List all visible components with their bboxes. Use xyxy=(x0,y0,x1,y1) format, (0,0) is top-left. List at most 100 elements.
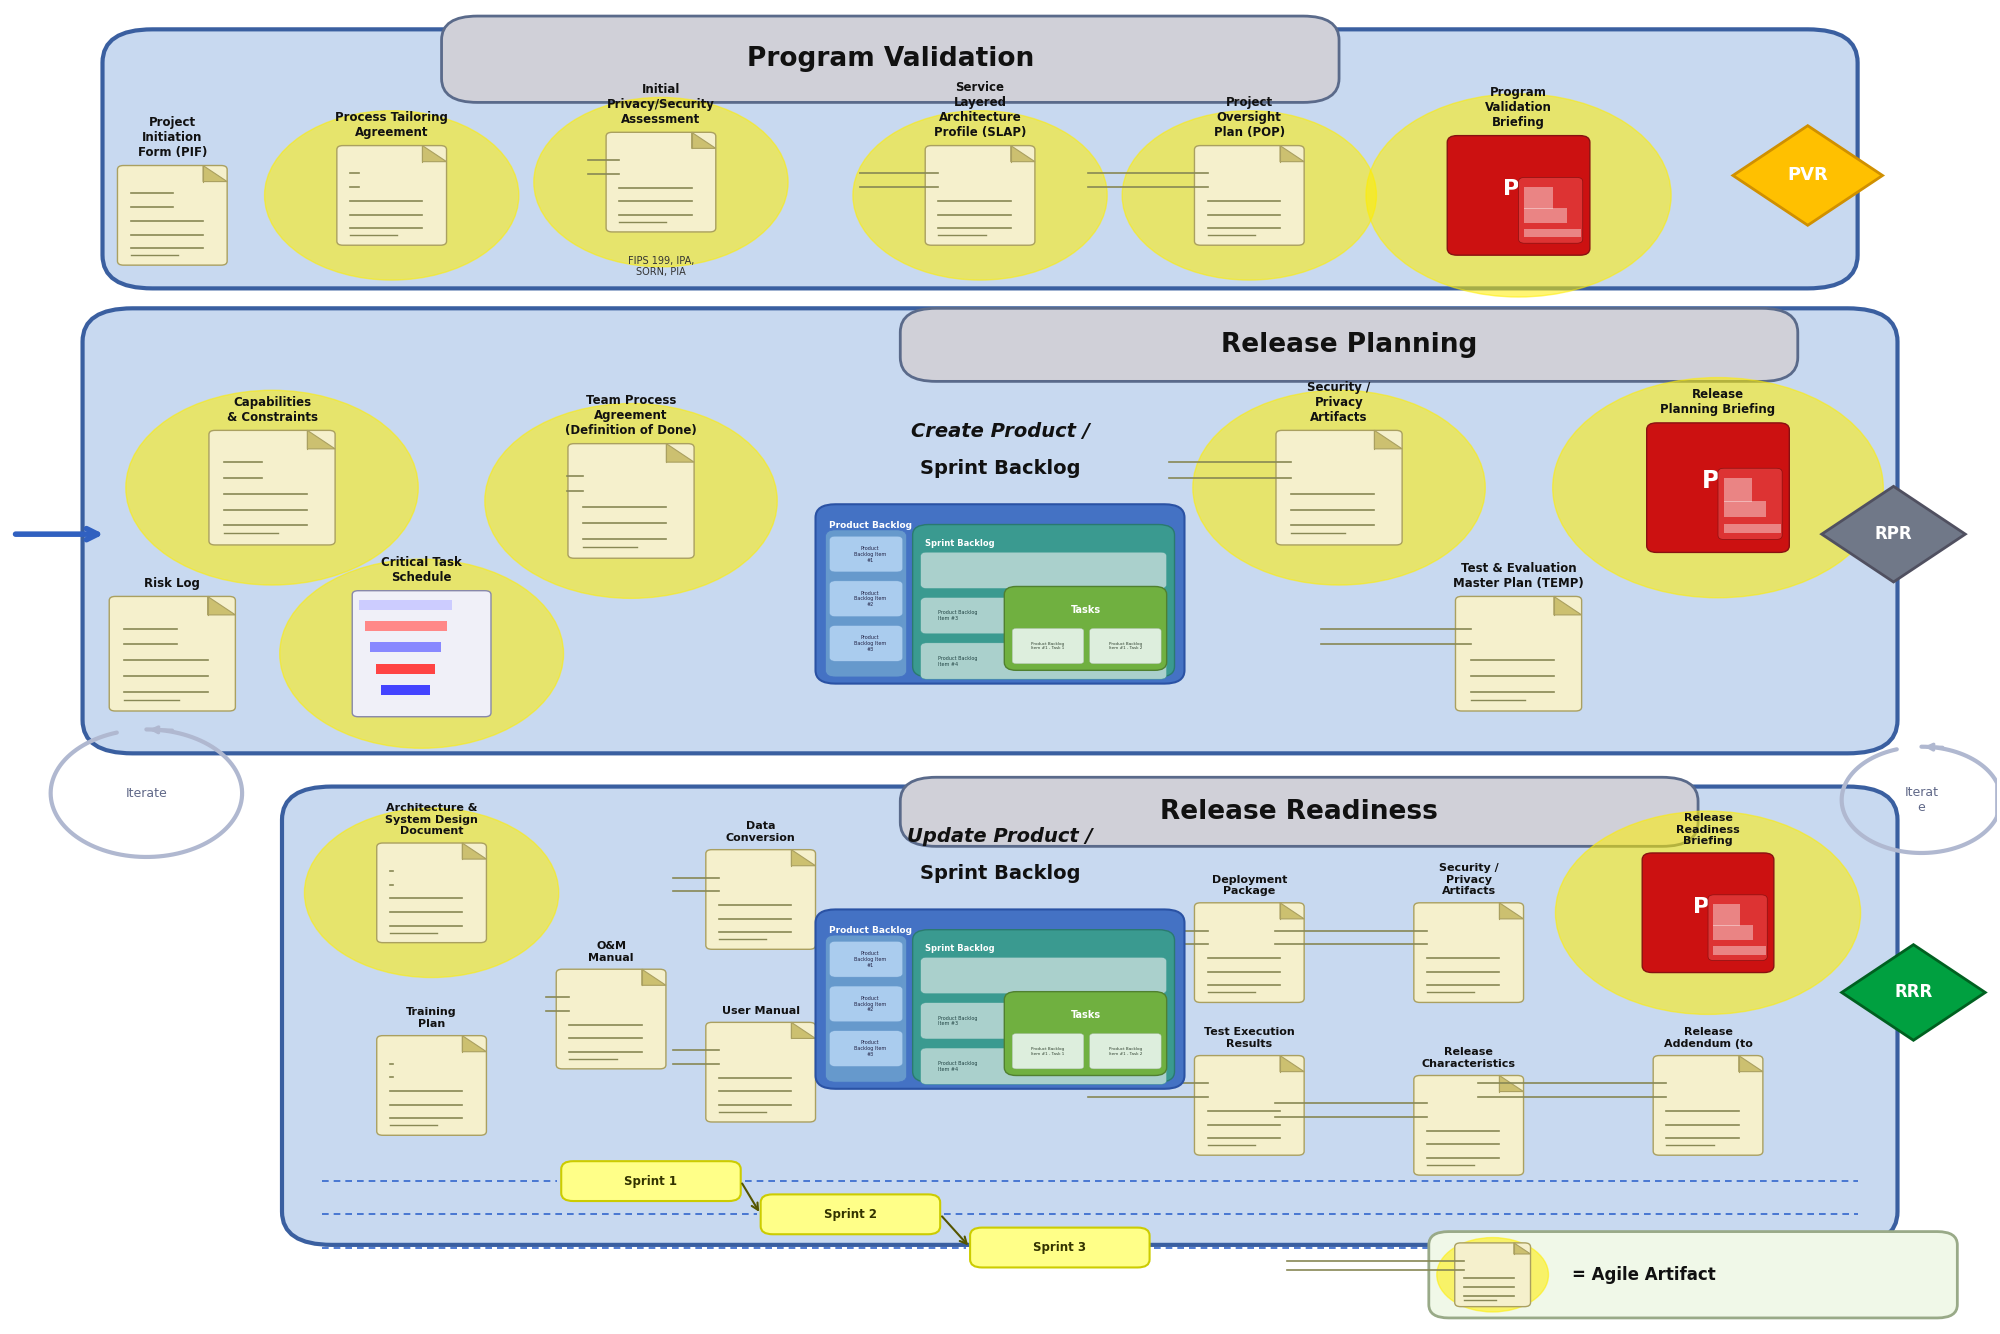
FancyBboxPatch shape xyxy=(1004,587,1166,670)
Polygon shape xyxy=(1822,487,1966,582)
Circle shape xyxy=(852,111,1108,280)
Text: Product Backlog: Product Backlog xyxy=(830,926,912,935)
Text: Iterat
e: Iterat e xyxy=(1904,786,1938,814)
FancyBboxPatch shape xyxy=(830,1031,902,1066)
FancyBboxPatch shape xyxy=(920,958,1166,994)
FancyBboxPatch shape xyxy=(826,530,906,676)
FancyBboxPatch shape xyxy=(760,1194,940,1234)
FancyBboxPatch shape xyxy=(1090,628,1162,664)
Text: Product Backlog
Item #1 - Task 1: Product Backlog Item #1 - Task 1 xyxy=(1032,1047,1064,1055)
Text: FIPS 199, IPA,
SORN, PIA: FIPS 199, IPA, SORN, PIA xyxy=(628,256,694,277)
FancyBboxPatch shape xyxy=(926,145,1034,245)
FancyBboxPatch shape xyxy=(970,1227,1150,1267)
Text: P: P xyxy=(1504,180,1520,199)
Text: Tasks: Tasks xyxy=(1070,1010,1100,1021)
Text: Sprint 2: Sprint 2 xyxy=(824,1207,876,1221)
Text: Release
Readiness
Briefing: Release Readiness Briefing xyxy=(1676,814,1740,846)
FancyBboxPatch shape xyxy=(920,1003,1166,1039)
FancyBboxPatch shape xyxy=(706,1022,816,1122)
Text: Product Backlog
Item #1 - Task 2: Product Backlog Item #1 - Task 2 xyxy=(1108,642,1142,651)
Circle shape xyxy=(1192,391,1486,586)
Text: Tasks: Tasks xyxy=(1070,604,1100,615)
FancyBboxPatch shape xyxy=(912,930,1174,1082)
Circle shape xyxy=(264,111,518,280)
FancyBboxPatch shape xyxy=(900,778,1698,846)
FancyBboxPatch shape xyxy=(1194,903,1304,1002)
FancyBboxPatch shape xyxy=(920,1049,1166,1085)
Circle shape xyxy=(1366,93,1672,297)
Text: Program
Validation
Briefing: Program Validation Briefing xyxy=(1486,85,1552,129)
Circle shape xyxy=(304,808,558,978)
FancyBboxPatch shape xyxy=(1012,628,1084,664)
FancyBboxPatch shape xyxy=(830,942,902,976)
Text: Release
Planning Briefing: Release Planning Briefing xyxy=(1660,388,1776,416)
Polygon shape xyxy=(1514,1243,1530,1254)
Polygon shape xyxy=(308,431,336,448)
Polygon shape xyxy=(1280,145,1304,161)
FancyBboxPatch shape xyxy=(816,504,1184,683)
FancyBboxPatch shape xyxy=(1714,926,1752,940)
FancyBboxPatch shape xyxy=(1642,852,1774,972)
Text: Product Backlog
Item #1 - Task 2: Product Backlog Item #1 - Task 2 xyxy=(1108,1047,1142,1055)
FancyBboxPatch shape xyxy=(1654,1055,1762,1155)
FancyBboxPatch shape xyxy=(830,626,902,662)
FancyBboxPatch shape xyxy=(364,620,446,631)
Polygon shape xyxy=(1842,944,1986,1041)
FancyBboxPatch shape xyxy=(920,552,1166,588)
Text: Product Backlog: Product Backlog xyxy=(830,522,912,530)
Polygon shape xyxy=(462,843,486,859)
Text: PVR: PVR xyxy=(1788,167,1828,184)
FancyBboxPatch shape xyxy=(1414,1075,1524,1175)
Text: Process Tailoring
Agreement: Process Tailoring Agreement xyxy=(336,111,448,139)
Polygon shape xyxy=(1010,145,1034,161)
Circle shape xyxy=(1552,378,1884,598)
Text: Product Backlog
Item #3: Product Backlog Item #3 xyxy=(938,611,978,622)
Polygon shape xyxy=(642,970,666,986)
Polygon shape xyxy=(208,596,236,615)
Text: Architecture &
System Design
Document: Architecture & System Design Document xyxy=(386,803,478,836)
Text: Create Product /: Create Product / xyxy=(910,422,1090,440)
Polygon shape xyxy=(204,165,228,181)
Text: = Agile Artifact: = Agile Artifact xyxy=(1572,1266,1716,1283)
FancyBboxPatch shape xyxy=(1004,991,1166,1075)
FancyBboxPatch shape xyxy=(606,132,716,232)
Polygon shape xyxy=(1500,1075,1524,1091)
FancyBboxPatch shape xyxy=(556,970,666,1069)
Text: Test Execution
Results: Test Execution Results xyxy=(1204,1027,1294,1049)
Text: Release
Characteristics: Release Characteristics xyxy=(1422,1047,1516,1069)
FancyBboxPatch shape xyxy=(376,843,486,943)
Text: RRR: RRR xyxy=(1894,983,1932,1002)
Text: Project
Initiation
Form (PIF): Project Initiation Form (PIF) xyxy=(138,116,206,159)
FancyBboxPatch shape xyxy=(920,598,1166,634)
Text: Product Backlog
Item #3: Product Backlog Item #3 xyxy=(938,1015,978,1026)
FancyBboxPatch shape xyxy=(1276,431,1402,546)
FancyBboxPatch shape xyxy=(900,308,1798,382)
Text: Training
Plan: Training Plan xyxy=(406,1007,456,1029)
Polygon shape xyxy=(692,132,716,148)
Polygon shape xyxy=(1374,431,1402,448)
Polygon shape xyxy=(792,850,816,866)
FancyBboxPatch shape xyxy=(382,686,430,695)
Text: Initial
Privacy/Security
Assessment: Initial Privacy/Security Assessment xyxy=(608,83,714,125)
Circle shape xyxy=(126,391,418,586)
FancyBboxPatch shape xyxy=(1518,177,1582,243)
Text: Sprint Backlog: Sprint Backlog xyxy=(920,459,1080,478)
FancyBboxPatch shape xyxy=(1718,468,1782,539)
Text: Security /
Privacy
Artifacts: Security / Privacy Artifacts xyxy=(1308,380,1370,424)
Text: Service
Layered
Architecture
Profile (SLAP): Service Layered Architecture Profile (SL… xyxy=(934,81,1026,139)
Text: Sprint Backlog: Sprint Backlog xyxy=(924,539,994,548)
Text: Sprint Backlog: Sprint Backlog xyxy=(920,864,1080,883)
Polygon shape xyxy=(422,145,446,161)
FancyBboxPatch shape xyxy=(282,787,1898,1245)
FancyBboxPatch shape xyxy=(1012,1034,1084,1069)
Text: P: P xyxy=(1702,470,1720,494)
FancyBboxPatch shape xyxy=(336,145,446,245)
Text: Release Readiness: Release Readiness xyxy=(1160,799,1438,824)
FancyBboxPatch shape xyxy=(568,444,694,558)
FancyBboxPatch shape xyxy=(102,29,1858,288)
FancyBboxPatch shape xyxy=(1708,895,1768,960)
Text: Capabilities
& Constraints: Capabilities & Constraints xyxy=(226,396,318,424)
Text: Sprint 3: Sprint 3 xyxy=(1034,1241,1086,1254)
Text: Release
Addendum (to: Release Addendum (to xyxy=(1664,1027,1752,1049)
FancyBboxPatch shape xyxy=(376,664,436,674)
